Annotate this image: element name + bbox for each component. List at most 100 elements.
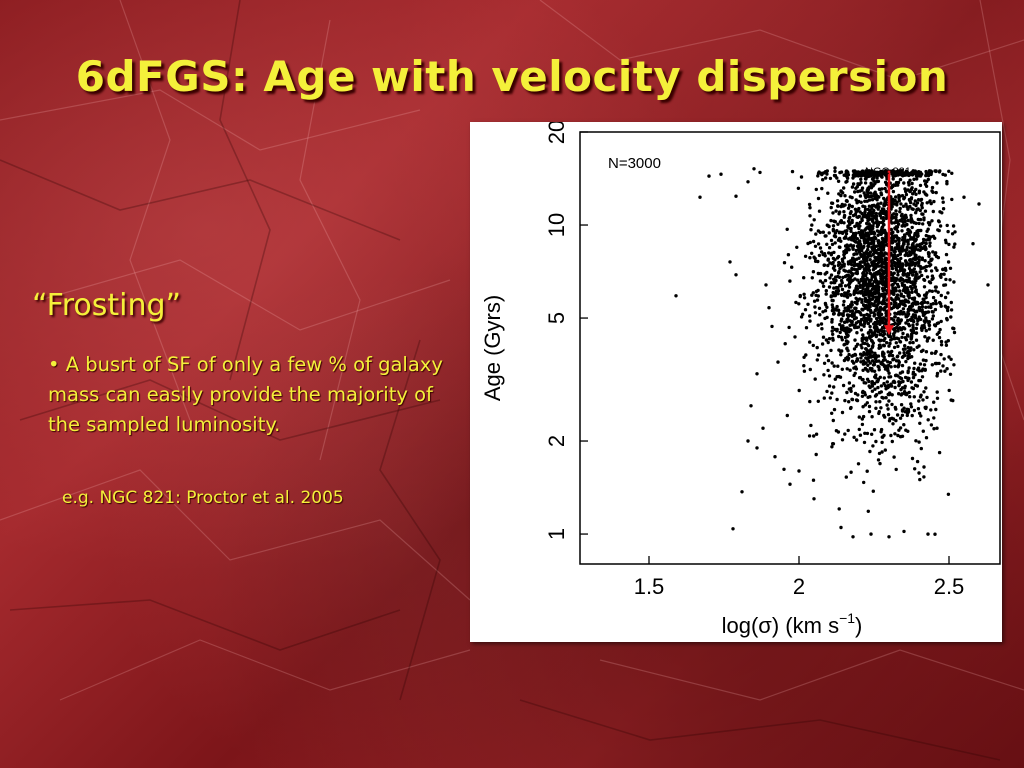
data-point	[871, 489, 875, 493]
data-point	[921, 237, 926, 242]
data-point	[881, 343, 886, 347]
data-point	[904, 202, 908, 206]
data-point	[826, 263, 830, 268]
data-point	[899, 294, 903, 298]
data-point	[908, 341, 912, 345]
data-point	[862, 480, 866, 485]
data-point	[845, 332, 849, 336]
data-point	[910, 290, 914, 294]
data-point	[929, 423, 934, 427]
data-point	[869, 293, 873, 297]
data-point	[787, 325, 791, 330]
data-point	[846, 278, 850, 282]
data-point	[920, 305, 925, 309]
data-point	[832, 280, 836, 285]
data-point	[808, 399, 812, 404]
data-point	[891, 278, 895, 282]
data-point	[858, 283, 863, 288]
data-point	[882, 355, 886, 359]
data-point	[986, 283, 990, 287]
data-point	[875, 179, 879, 184]
data-point	[846, 317, 850, 321]
data-point	[868, 395, 872, 399]
data-point	[879, 201, 883, 205]
data-point	[831, 227, 835, 232]
data-point	[883, 186, 887, 191]
data-point	[914, 338, 919, 342]
data-point	[823, 301, 828, 306]
data-point	[896, 359, 901, 363]
data-point	[875, 284, 880, 289]
data-point	[864, 347, 868, 351]
data-point	[922, 465, 926, 469]
data-point	[939, 304, 943, 308]
data-point	[911, 301, 916, 305]
data-point	[813, 259, 818, 263]
data-point	[828, 276, 832, 280]
data-point	[909, 213, 913, 218]
data-point	[707, 174, 711, 178]
data-point	[828, 396, 832, 400]
data-point	[870, 206, 874, 210]
data-point	[719, 172, 723, 176]
data-point	[862, 315, 866, 320]
data-point	[863, 258, 867, 262]
data-point	[894, 341, 898, 345]
data-point	[893, 326, 897, 331]
data-point	[820, 327, 824, 331]
data-point	[842, 299, 846, 304]
data-point	[922, 390, 926, 394]
data-point	[935, 374, 939, 378]
data-point	[868, 258, 872, 262]
data-point	[923, 312, 927, 316]
data-point	[698, 195, 702, 199]
data-point	[824, 176, 828, 180]
data-point	[845, 313, 850, 317]
data-point	[864, 356, 868, 360]
data-point	[863, 199, 867, 203]
data-point	[843, 236, 848, 240]
data-point	[836, 364, 840, 368]
data-point	[890, 416, 894, 420]
data-point	[834, 275, 838, 279]
data-point	[943, 369, 947, 373]
data-point	[842, 213, 847, 218]
data-point	[839, 204, 844, 208]
data-point	[893, 261, 898, 265]
data-point	[869, 532, 873, 536]
data-point	[903, 386, 907, 390]
data-point	[838, 220, 843, 224]
data-point	[914, 192, 918, 196]
data-point	[826, 191, 830, 195]
data-point	[902, 242, 906, 246]
data-point	[823, 316, 827, 321]
data-point	[814, 289, 819, 294]
data-point	[845, 246, 849, 250]
data-point	[831, 305, 835, 310]
data-point	[887, 399, 891, 403]
data-point	[821, 284, 826, 288]
data-point	[908, 395, 912, 399]
data-point	[876, 378, 880, 383]
data-point	[921, 358, 926, 362]
data-point	[788, 482, 792, 486]
data-point	[788, 279, 792, 283]
data-point	[915, 309, 919, 313]
data-point	[924, 241, 928, 246]
data-point	[893, 239, 898, 243]
data-point	[880, 211, 884, 215]
data-point	[947, 169, 951, 173]
data-point	[898, 210, 902, 214]
data-point	[845, 367, 849, 371]
data-point	[913, 467, 917, 471]
data-point	[843, 291, 847, 295]
data-point	[865, 271, 869, 275]
data-point	[926, 532, 930, 536]
data-point	[832, 364, 836, 368]
data-point	[875, 176, 879, 180]
data-point	[864, 361, 868, 365]
data-point	[866, 331, 871, 335]
data-point	[840, 410, 845, 415]
data-point	[873, 326, 877, 331]
data-point	[857, 310, 861, 314]
